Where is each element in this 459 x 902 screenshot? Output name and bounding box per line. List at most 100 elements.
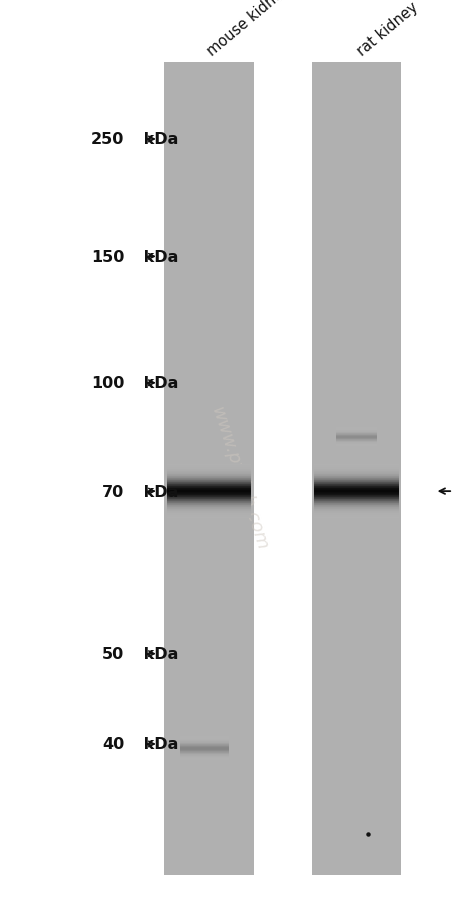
Bar (313, 489, 398, 490)
Bar (313, 503, 398, 504)
Bar (313, 487, 398, 488)
Bar (313, 505, 398, 506)
Bar (313, 507, 398, 509)
Text: 250: 250 (90, 133, 124, 147)
Bar (167, 476, 251, 477)
Bar (179, 747, 229, 748)
Bar (336, 433, 376, 435)
Bar (167, 482, 251, 483)
Bar (179, 736, 229, 738)
Bar (167, 479, 251, 480)
Bar (167, 464, 251, 465)
Text: kDa: kDa (138, 484, 178, 499)
Bar (167, 514, 251, 515)
Bar (313, 480, 398, 482)
Bar (336, 441, 376, 442)
Bar (179, 753, 229, 754)
Bar (313, 507, 398, 508)
Bar (313, 489, 398, 490)
Bar (336, 428, 376, 429)
Bar (179, 747, 229, 748)
Bar (167, 504, 251, 505)
Bar (313, 469, 398, 470)
Bar (167, 492, 251, 493)
Bar (167, 500, 251, 501)
Bar (179, 740, 229, 741)
Bar (179, 750, 229, 751)
Bar (179, 737, 229, 738)
Bar (179, 740, 229, 741)
Bar (313, 474, 398, 475)
Bar (313, 491, 398, 492)
Bar (313, 499, 398, 500)
Text: 50: 50 (102, 647, 124, 661)
Bar (313, 495, 398, 496)
Bar (313, 509, 398, 510)
Bar (313, 478, 398, 479)
Bar (167, 472, 251, 473)
Bar (179, 753, 229, 754)
Bar (336, 429, 376, 430)
Bar (313, 493, 398, 494)
Bar (179, 755, 229, 756)
Bar (179, 741, 229, 743)
Bar (167, 499, 251, 500)
Bar (167, 494, 251, 495)
Bar (179, 758, 229, 759)
Text: kDa: kDa (138, 376, 178, 391)
Bar (167, 474, 251, 475)
Bar (167, 517, 251, 518)
Bar (167, 481, 251, 482)
Text: kDa: kDa (138, 250, 178, 264)
Bar (179, 745, 229, 746)
Bar (336, 431, 376, 432)
Bar (167, 478, 251, 479)
Bar (167, 494, 251, 495)
Bar (313, 484, 398, 485)
Bar (167, 469, 251, 471)
Bar (167, 493, 251, 494)
Bar (313, 500, 398, 501)
Bar (313, 491, 398, 492)
Bar (167, 473, 251, 474)
Bar (179, 756, 229, 757)
Bar (179, 759, 229, 760)
Bar (313, 508, 398, 509)
Bar (167, 487, 251, 488)
Bar (313, 498, 398, 499)
Bar (313, 505, 398, 506)
Bar (167, 480, 251, 481)
Bar (167, 478, 251, 479)
Bar (313, 473, 398, 474)
Bar (336, 440, 376, 442)
Bar (179, 754, 229, 755)
Bar (167, 511, 251, 512)
Bar (167, 513, 251, 514)
Bar (336, 445, 376, 446)
Text: 40: 40 (102, 737, 124, 751)
Bar (313, 502, 398, 503)
Bar (313, 512, 398, 514)
Bar (313, 494, 398, 495)
Bar (313, 465, 398, 466)
Bar (167, 475, 251, 476)
Bar (167, 497, 251, 498)
Bar (313, 477, 398, 478)
Bar (179, 750, 229, 751)
Bar (179, 743, 229, 744)
Bar (313, 483, 398, 484)
Bar (167, 466, 251, 467)
Bar (313, 473, 398, 474)
Bar (167, 490, 251, 491)
Bar (167, 469, 251, 470)
Bar (313, 502, 398, 503)
Bar (336, 433, 376, 434)
Bar (164, 63, 253, 875)
Bar (313, 464, 398, 465)
Bar (167, 502, 251, 503)
Bar (313, 476, 398, 477)
Bar (313, 496, 398, 497)
Bar (167, 489, 251, 490)
Bar (167, 516, 251, 517)
Bar (167, 486, 251, 487)
